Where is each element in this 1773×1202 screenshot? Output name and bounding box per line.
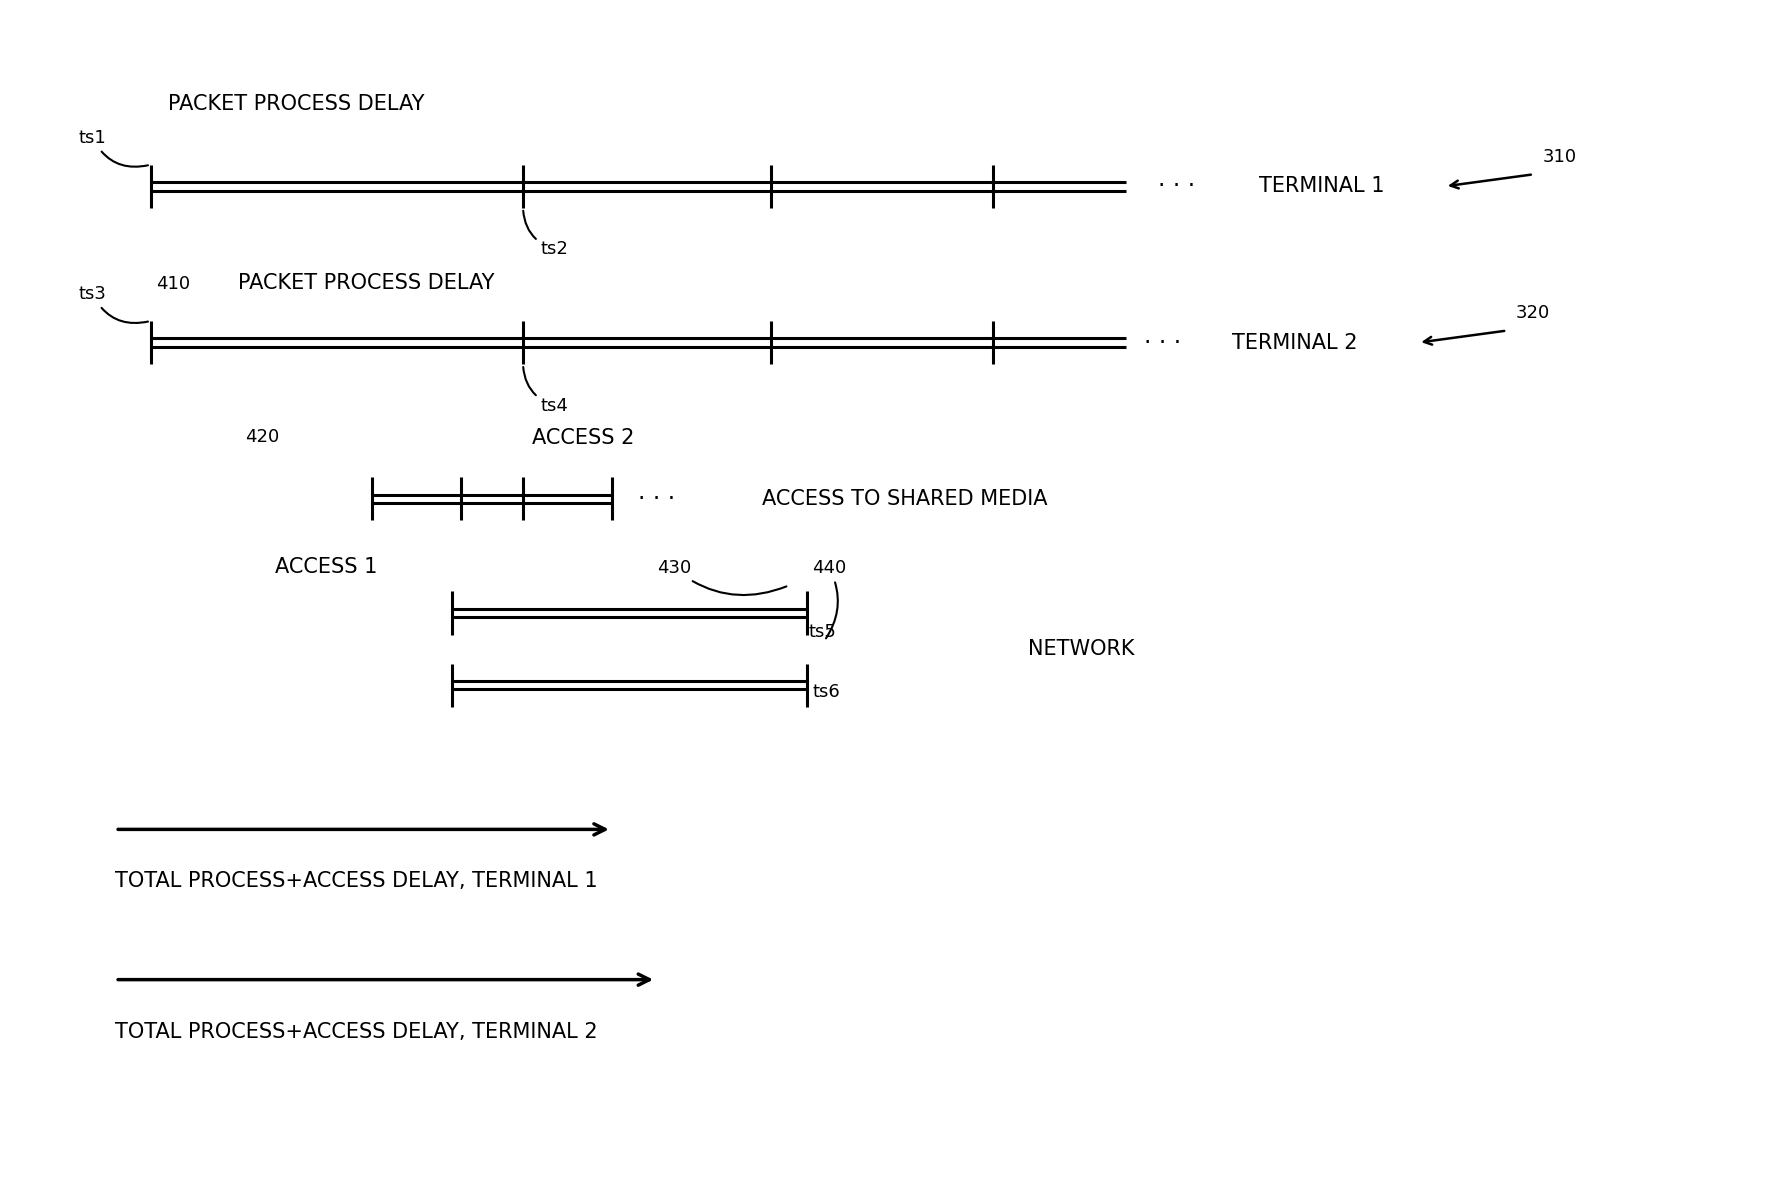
Text: TOTAL PROCESS+ACCESS DELAY, TERMINAL 2: TOTAL PROCESS+ACCESS DELAY, TERMINAL 2 [115,1022,598,1042]
Text: TERMINAL 1: TERMINAL 1 [1259,177,1385,196]
Text: ts1: ts1 [78,129,147,167]
Text: ts4: ts4 [523,367,569,415]
Text: PACKET PROCESS DELAY: PACKET PROCESS DELAY [238,273,495,293]
Text: 420: 420 [245,428,278,446]
Text: ACCESS 2: ACCESS 2 [532,428,635,448]
Text: 430: 430 [656,559,787,595]
Text: ACCESS 1: ACCESS 1 [275,557,378,577]
Text: ts6: ts6 [812,684,840,701]
Text: 320: 320 [1516,304,1550,322]
Text: ts5: ts5 [808,623,837,641]
Text: · · ·: · · · [638,487,676,511]
Text: · · ·: · · · [1158,174,1195,198]
Text: NETWORK: NETWORK [1028,639,1135,659]
Text: TOTAL PROCESS+ACCESS DELAY, TERMINAL 1: TOTAL PROCESS+ACCESS DELAY, TERMINAL 1 [115,871,598,892]
Text: · · ·: · · · [1144,331,1181,355]
Text: ACCESS TO SHARED MEDIA: ACCESS TO SHARED MEDIA [762,489,1048,508]
Text: ts3: ts3 [78,285,147,323]
Text: PACKET PROCESS DELAY: PACKET PROCESS DELAY [168,94,426,114]
Text: TERMINAL 2: TERMINAL 2 [1232,333,1358,352]
Text: ts2: ts2 [523,210,569,258]
Text: 310: 310 [1543,148,1576,166]
Text: 410: 410 [156,275,190,293]
Text: 440: 440 [812,559,846,638]
